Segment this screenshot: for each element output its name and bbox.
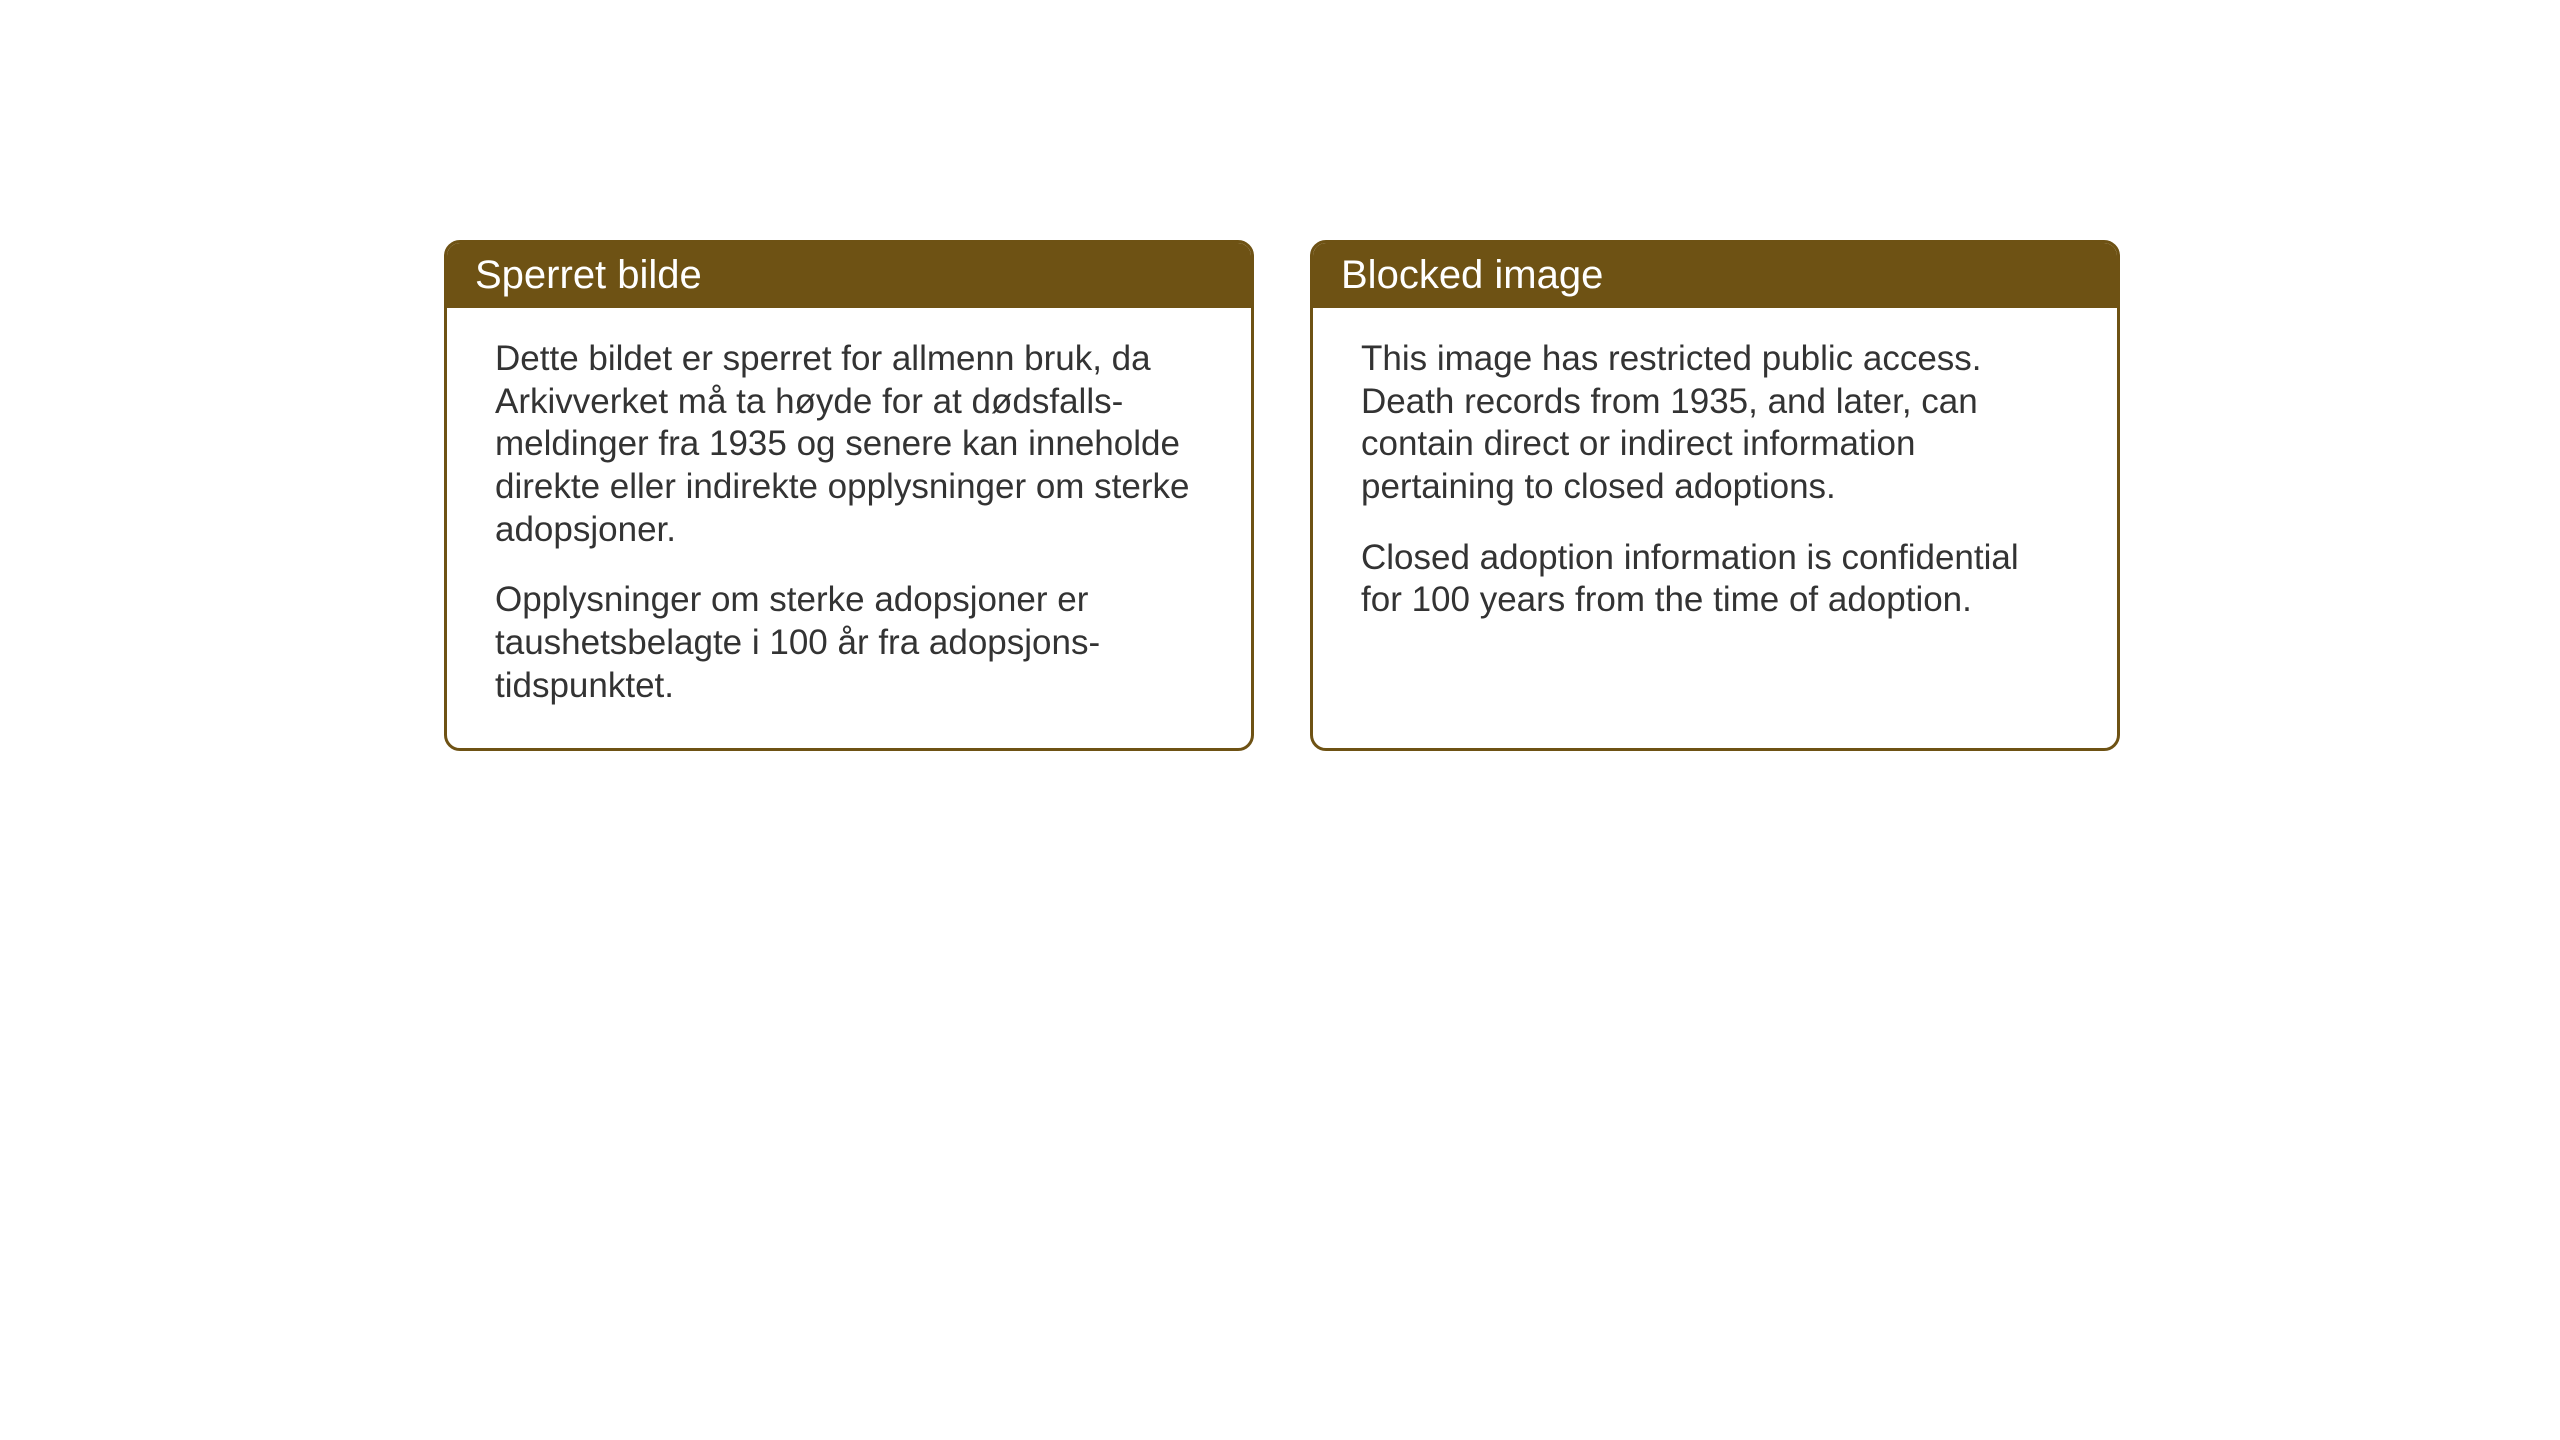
notice-card-english: Blocked image This image has restricted … xyxy=(1310,240,2120,751)
card-title-norwegian: Sperret bilde xyxy=(475,253,702,297)
card-header-norwegian: Sperret bilde xyxy=(447,243,1251,308)
card-body-norwegian: Dette bildet er sperret for allmenn bruk… xyxy=(447,308,1251,748)
card-title-english: Blocked image xyxy=(1341,253,1603,297)
card-paragraph2-english: Closed adoption information is confident… xyxy=(1361,537,2069,622)
card-paragraph1-norwegian: Dette bildet er sperret for allmenn bruk… xyxy=(495,338,1203,551)
card-body-english: This image has restricted public access.… xyxy=(1313,308,2117,662)
card-header-english: Blocked image xyxy=(1313,243,2117,308)
notice-card-norwegian: Sperret bilde Dette bildet er sperret fo… xyxy=(444,240,1254,751)
card-paragraph2-norwegian: Opplysninger om sterke adopsjoner er tau… xyxy=(495,579,1203,707)
notice-container: Sperret bilde Dette bildet er sperret fo… xyxy=(444,240,2120,751)
card-paragraph1-english: This image has restricted public access.… xyxy=(1361,338,2069,509)
